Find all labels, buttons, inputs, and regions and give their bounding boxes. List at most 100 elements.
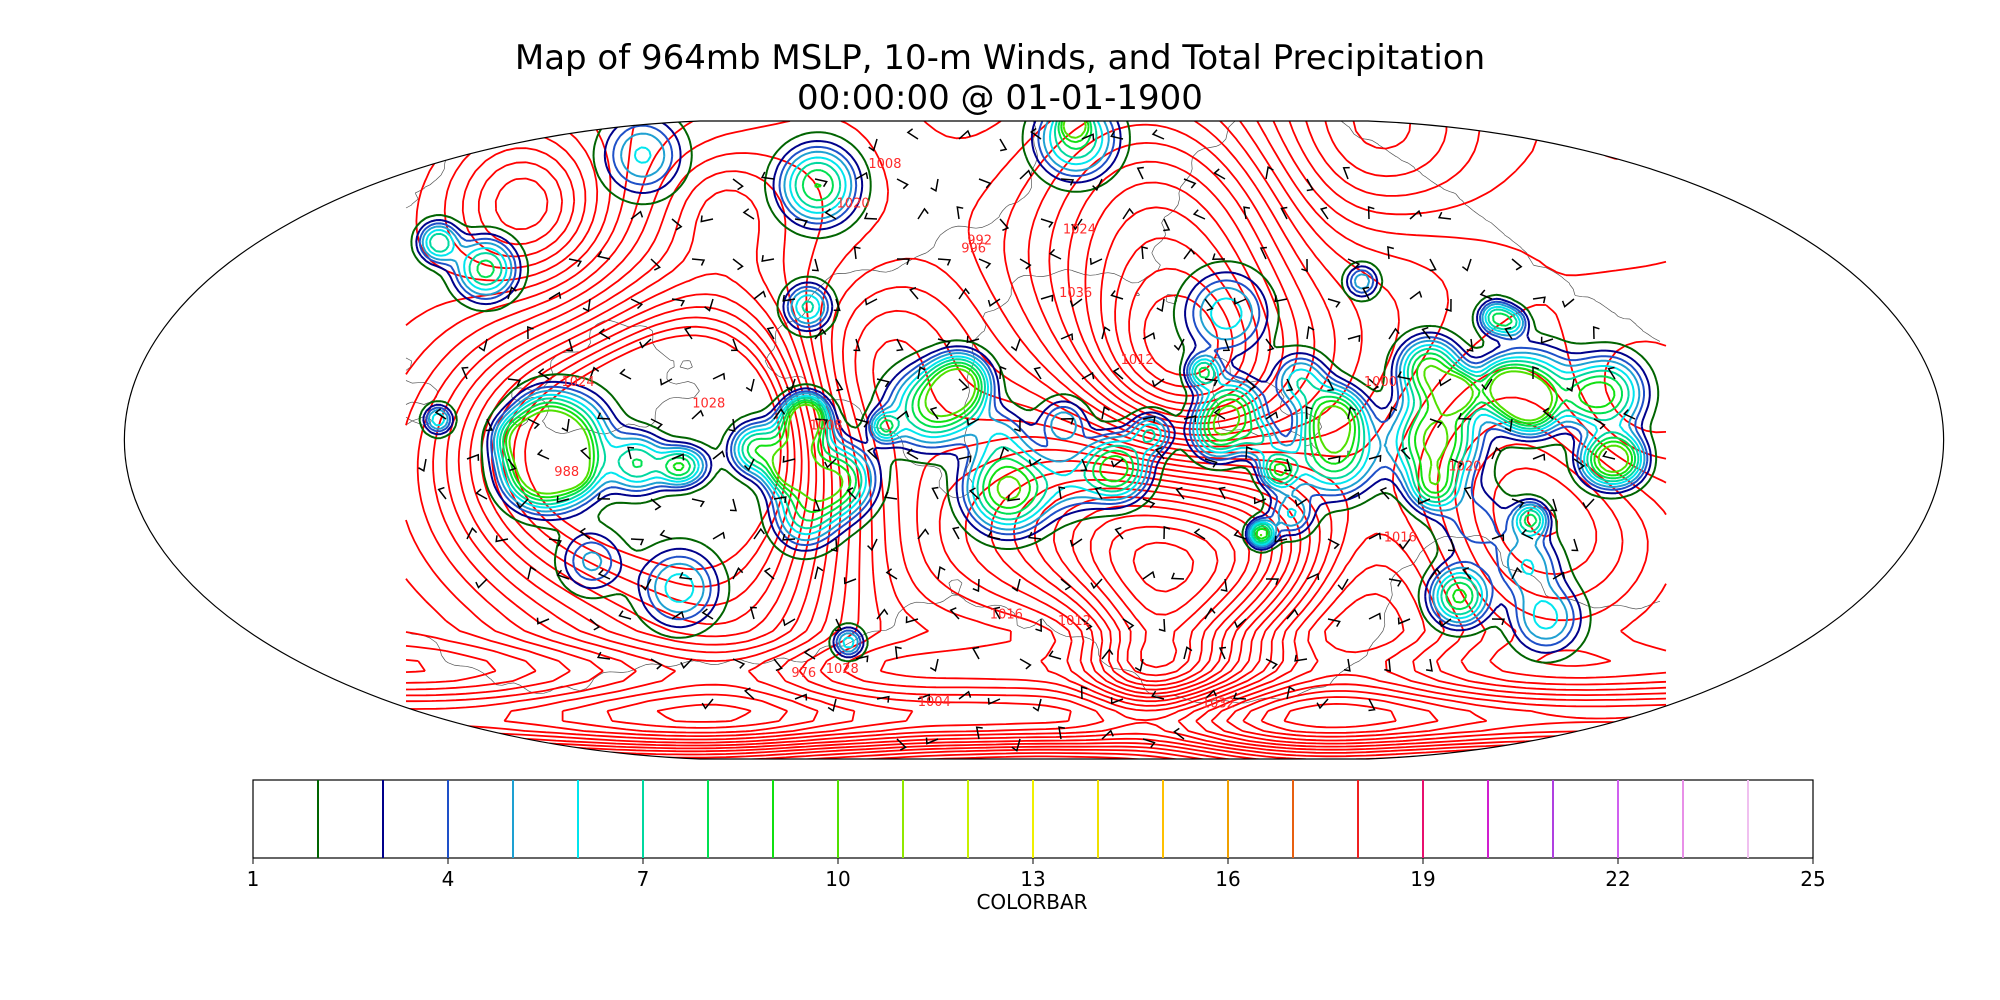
wind-barb [1204,607,1216,620]
wind-barb [1220,578,1228,592]
wind-barb [1234,618,1247,629]
colorbar-ticks: 1 4 7 10 13 16 19 22 25 [247,858,1826,891]
wind-barb [1122,618,1135,630]
wind-barb [671,298,686,307]
wind-barb [659,378,673,386]
wind-barb [1306,572,1320,581]
wind-barb [485,418,494,432]
wind-barb [1204,458,1218,468]
wind-barb [701,698,714,710]
wind-barb [1170,572,1185,580]
wind-barb [814,566,824,580]
wind-barb [782,294,796,302]
wind-barb [1540,336,1554,344]
wind-barb [896,258,911,265]
wind-barb [1387,246,1394,260]
wind-barb [728,418,736,432]
wind-barb [1141,246,1148,260]
wind-barb [1110,290,1124,300]
wind-barb [671,218,683,231]
wind-barb [1081,618,1093,631]
wind-barb [1094,486,1103,500]
wind-barb [794,218,808,227]
wind-barb [589,618,601,631]
wind-barb [1592,325,1600,340]
wind-barb [835,378,844,392]
wind-barb [1463,486,1472,500]
wind-barb [978,178,992,189]
wind-barb [461,366,469,380]
wind-barb [1213,408,1226,420]
isobar [1108,525,1219,616]
wind-barb [1158,618,1166,633]
wind-barb [931,486,939,500]
wind-barb [1142,415,1156,423]
wind-barb [753,290,767,300]
wind-barb [937,338,951,348]
wind-barb [1388,406,1398,420]
wind-barb [1294,654,1308,662]
wind-barb [1481,378,1493,391]
wind-barb [1110,458,1124,468]
wind-barb [1204,689,1217,700]
wind-barb [905,616,919,624]
map-title: Map of 964mb MSLP, 10-m Winds, and Total… [0,38,2000,118]
wind-barb [906,128,919,140]
wind-barb [1306,325,1315,340]
wind-barb [1388,578,1402,587]
wind-barb [867,538,878,552]
wind-barb [650,658,663,670]
colorbar-tick-label: 19 [1410,867,1435,891]
wind-barb [1622,409,1636,420]
wind-barb [1409,290,1423,300]
wind-barb [743,458,755,472]
wind-barb [876,378,890,388]
isobar-label: 1012 [1121,353,1154,368]
wind-barb [1048,248,1062,260]
wind-barb [978,258,992,269]
wind-barb [1305,405,1313,420]
wind-barb [1504,418,1513,433]
wind-barb [712,372,726,380]
wind-barb [958,287,970,300]
map-title-line-1: Map of 964mb MSLP, 10-m Winds, and Total… [514,38,1486,78]
wind-barb [803,648,816,660]
wind-barb [968,487,980,500]
wind-barb [1429,258,1437,272]
wind-barb [781,533,796,541]
wind-barb [930,178,939,192]
wind-barb [596,412,611,420]
wind-barb [843,577,857,585]
wind-barb [763,567,775,580]
wind-barb [1379,487,1390,500]
wind-barb [896,410,910,420]
wind-barb [1218,486,1226,500]
wind-barb [1400,447,1411,460]
wind-barb [1222,338,1231,352]
wind-barb [855,655,869,663]
wind-barb [1294,498,1308,507]
wind-barb [1151,690,1165,700]
wind-barb [1316,698,1329,710]
wind-barb [1388,327,1400,340]
wind-barb [1347,334,1361,342]
wind-barb [917,207,929,220]
wind-barb [1089,258,1103,266]
wind-barb [794,693,808,701]
wind-barb [639,338,652,349]
wind-barb [811,258,819,272]
wind-barb [556,569,570,580]
wind-barb [640,578,652,591]
wind-barb [975,726,983,740]
wind-barb [1204,378,1219,387]
wind-barb [1007,494,1021,502]
wind-barb [1204,298,1214,312]
colorbar-tick-label: 4 [442,867,455,891]
precip-contour [476,121,1637,611]
wind-barb [925,737,939,745]
wind-barb [1048,650,1062,660]
wind-barb [1566,378,1575,392]
isobar-label: 1020 [1448,460,1481,475]
wind-barb [866,447,878,460]
isobar-label: 1016 [1384,531,1417,546]
